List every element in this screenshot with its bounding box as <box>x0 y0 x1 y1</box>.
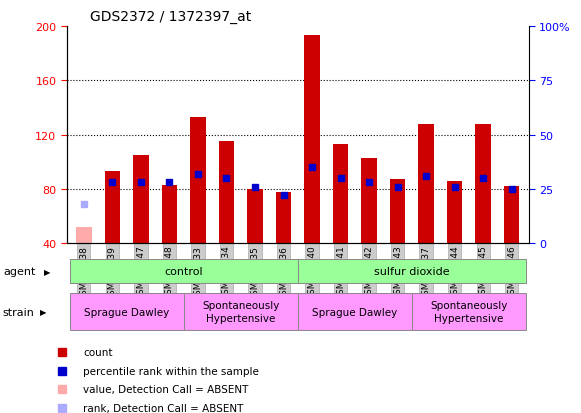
Text: strain: strain <box>3 307 35 317</box>
Text: Sprague Dawley: Sprague Dawley <box>312 307 397 317</box>
Bar <box>247 190 263 244</box>
Bar <box>184 293 298 330</box>
Text: Spontaneously
Hypertensive: Spontaneously Hypertensive <box>202 301 279 323</box>
Bar <box>475 124 491 244</box>
Text: percentile rank within the sample: percentile rank within the sample <box>83 366 259 375</box>
Bar <box>190 118 206 244</box>
Bar <box>133 156 149 244</box>
Bar <box>105 172 120 244</box>
Text: value, Detection Call = ABSENT: value, Detection Call = ABSENT <box>83 384 249 394</box>
Bar <box>298 293 412 330</box>
Bar <box>504 187 519 244</box>
Text: Sprague Dawley: Sprague Dawley <box>84 307 169 317</box>
Bar <box>70 259 298 284</box>
Bar <box>304 36 320 244</box>
Bar <box>76 228 92 244</box>
Text: sulfur dioxide: sulfur dioxide <box>374 266 450 277</box>
Bar <box>333 145 349 244</box>
Text: control: control <box>164 266 203 277</box>
Text: ▶: ▶ <box>40 307 46 316</box>
Bar <box>412 293 526 330</box>
Text: GDS2372 / 1372397_at: GDS2372 / 1372397_at <box>90 10 251 24</box>
Bar <box>162 185 177 244</box>
Bar <box>70 293 184 330</box>
Bar <box>418 124 434 244</box>
Bar <box>361 158 377 244</box>
Bar <box>390 180 406 244</box>
Bar <box>298 259 526 284</box>
Bar <box>218 142 234 244</box>
Text: Spontaneously
Hypertensive: Spontaneously Hypertensive <box>430 301 508 323</box>
Bar <box>447 181 462 244</box>
Text: count: count <box>83 347 113 357</box>
Text: rank, Detection Call = ABSENT: rank, Detection Call = ABSENT <box>83 403 243 413</box>
Text: agent: agent <box>3 267 35 277</box>
Bar <box>275 192 291 244</box>
Text: ▶: ▶ <box>44 267 50 276</box>
